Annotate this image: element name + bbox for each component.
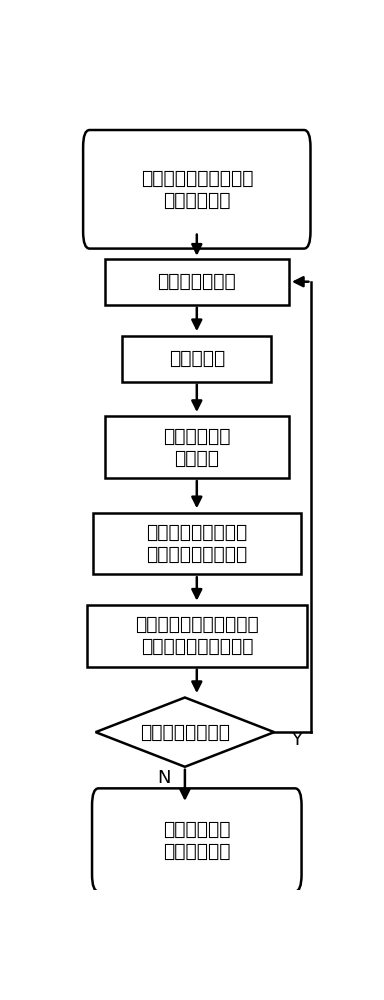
FancyBboxPatch shape bbox=[92, 788, 301, 892]
Bar bbox=[93, 513, 301, 574]
Text: 故障怀疑区线
路为故障出线: 故障怀疑区线 路为故障出线 bbox=[163, 819, 230, 860]
Text: 结合已有故障怀疑区（取
交集）获得故障怀疑区: 结合已有故障怀疑区（取 交集）获得故障怀疑区 bbox=[135, 615, 259, 656]
Text: 比较两子配网
零序电压: 比较两子配网 零序电压 bbox=[163, 427, 230, 468]
Text: 选择零序电压越限的
子配网为故障发生区: 选择零序电压越限的 子配网为故障发生区 bbox=[146, 523, 247, 564]
Text: 投入备用变压器: 投入备用变压器 bbox=[157, 272, 236, 291]
Bar bbox=[122, 336, 271, 382]
Bar bbox=[104, 259, 289, 305]
Text: 永久单相接地故障发生
启动电压选线: 永久单相接地故障发生 启动电压选线 bbox=[141, 169, 253, 210]
Bar bbox=[104, 416, 289, 478]
Text: N: N bbox=[157, 769, 171, 787]
Bar bbox=[87, 605, 307, 667]
Text: Y: Y bbox=[291, 731, 302, 749]
Text: 故障怀疑区可分？: 故障怀疑区可分？ bbox=[140, 723, 230, 742]
FancyBboxPatch shape bbox=[83, 130, 311, 249]
Polygon shape bbox=[96, 698, 274, 767]
Text: 分割配电网: 分割配电网 bbox=[169, 349, 225, 368]
